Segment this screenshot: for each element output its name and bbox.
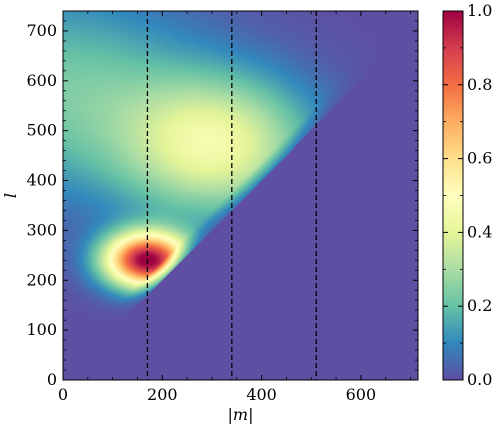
y-tick-label-1: 100 bbox=[26, 320, 57, 339]
y-tick-label-7: 700 bbox=[26, 21, 57, 40]
y-tick-label-0: 0 bbox=[47, 370, 57, 389]
colorbar-tick-label-3: 0.6 bbox=[467, 149, 492, 168]
y-axis-label: l bbox=[1, 193, 20, 198]
heatmap-image bbox=[63, 11, 418, 380]
y-tick-label-3: 300 bbox=[26, 220, 57, 239]
colorbar-gradient bbox=[443, 11, 463, 380]
y-tick-label-5: 500 bbox=[26, 121, 57, 140]
colorbar-tick-label-2: 0.4 bbox=[467, 222, 492, 241]
x-tick-label-2: 400 bbox=[246, 385, 277, 404]
x-tick-label-1: 200 bbox=[147, 385, 178, 404]
plot-frame bbox=[62, 10, 419, 381]
x-tick-label-0: 0 bbox=[58, 385, 68, 404]
y-tick-label-2: 200 bbox=[26, 270, 57, 289]
colorbar-tick-label-1: 0.2 bbox=[467, 296, 492, 315]
colorbar-tick-label-5: 1.0 bbox=[467, 1, 492, 20]
x-tick-label-3: 600 bbox=[346, 385, 377, 404]
y-tick-label-4: 400 bbox=[26, 171, 57, 190]
colorbar-tick-label-4: 0.8 bbox=[467, 75, 492, 94]
x-axis-label: |m| bbox=[228, 405, 254, 424]
y-tick-label-6: 600 bbox=[26, 71, 57, 90]
colorbar-tick-label-0: 0.0 bbox=[467, 370, 492, 389]
